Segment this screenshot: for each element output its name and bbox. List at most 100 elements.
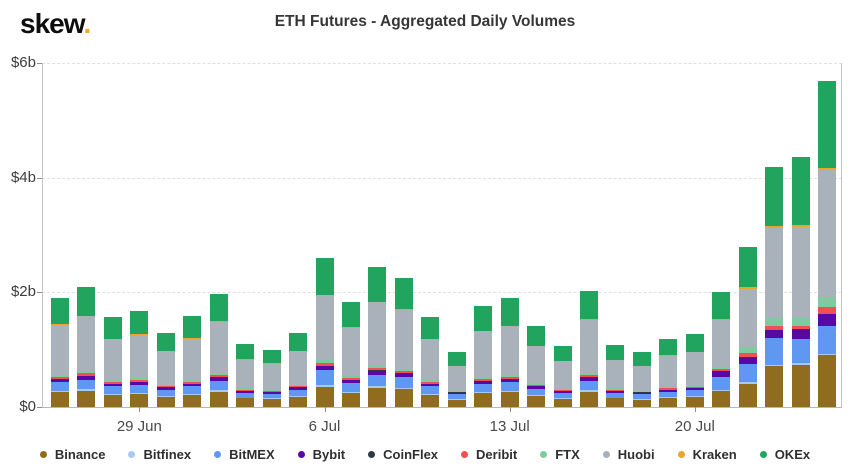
legend-item-bybit[interactable]: Bybit — [297, 447, 345, 462]
bar-17-jul[interactable] — [606, 345, 625, 407]
bar-15-jul[interactable] — [553, 345, 572, 407]
legend-item-okex[interactable]: OKEx — [759, 447, 810, 462]
bar-segment-binance — [791, 364, 810, 407]
legend-item-ftx[interactable]: FTX — [540, 447, 580, 462]
legend-dot-bitfinex — [128, 451, 136, 458]
bar-segment-bitfinex — [394, 387, 413, 390]
bar-3-jul[interactable] — [236, 344, 255, 407]
bar-segment-ftx — [632, 390, 651, 392]
bar-segment-deribit — [659, 388, 678, 390]
bar-segment-binance — [289, 396, 308, 407]
bar-24-jul[interactable] — [791, 157, 810, 407]
bar-segment-kraken — [712, 319, 731, 320]
legend-dot-okex — [759, 451, 767, 458]
bar-segment-bitfinex — [341, 391, 360, 393]
bar-segment-deribit — [209, 374, 228, 378]
bar-segment-deribit — [51, 377, 69, 379]
bar-14-jul[interactable] — [527, 325, 546, 407]
bar-30-jun[interactable] — [156, 332, 175, 407]
bar-segment-okex — [553, 345, 572, 361]
bar-segment-deribit — [236, 389, 255, 391]
bar-segment-bitfinex — [606, 397, 625, 399]
bar-segment-binance — [447, 399, 466, 407]
bar-21-jul[interactable] — [712, 292, 731, 407]
legend-item-coinflex[interactable]: CoinFlex — [368, 447, 438, 462]
bar-12-jul[interactable] — [474, 306, 493, 407]
bar-segment-bybit — [209, 377, 228, 382]
bar-segment-bitfinex — [156, 395, 175, 397]
bar-segment-bybit — [183, 384, 202, 387]
bar-segment-okex — [500, 298, 519, 326]
bar-20-jul[interactable] — [685, 334, 704, 407]
bar-segment-binance — [527, 396, 546, 407]
bar-28-jun[interactable] — [103, 317, 122, 407]
bar-segment-bitmex — [209, 381, 228, 391]
bar-segment-kraken — [421, 338, 440, 340]
bar-11-jul[interactable] — [447, 351, 466, 407]
bar-segment-bybit — [394, 373, 413, 378]
skew-logo[interactable]: skew. — [20, 8, 91, 40]
y-axis-label-0: $0 — [19, 398, 36, 415]
bar-segment-binance — [553, 398, 572, 407]
bar-26-jun[interactable] — [51, 297, 69, 407]
bar-segment-bybit — [315, 366, 334, 371]
legend-item-huobi[interactable]: Huobi — [602, 447, 655, 462]
bar-22-jul[interactable] — [738, 246, 757, 407]
bar-27-jun[interactable] — [77, 286, 96, 407]
bar-segment-bybit — [51, 379, 69, 383]
legend-item-bitmex[interactable]: BitMEX — [214, 447, 275, 462]
bar-segment-huobi — [421, 339, 440, 381]
bar-segment-ftx — [765, 318, 784, 327]
bar-segment-ftx — [527, 383, 546, 385]
bar-segment-bitmex — [236, 392, 255, 398]
bar-23-jul[interactable] — [765, 166, 784, 407]
bar-segment-bitmex — [315, 370, 334, 386]
bar-segment-ftx — [685, 385, 704, 387]
bar-7-jul[interactable] — [341, 301, 360, 407]
bar-segment-okex — [818, 81, 837, 168]
bar-segment-kraken — [315, 294, 334, 296]
bar-segment-bybit — [103, 384, 122, 387]
legend-item-kraken[interactable]: Kraken — [677, 447, 737, 462]
y-axis-tick — [37, 63, 42, 64]
bar-5-jul[interactable] — [289, 332, 308, 407]
skew-logo-dot: . — [83, 8, 91, 39]
legend-item-binance[interactable]: Binance — [39, 447, 105, 462]
bar-9-jul[interactable] — [394, 277, 413, 407]
bar-6-jul[interactable] — [315, 258, 334, 407]
bar-segment-okex — [738, 246, 757, 287]
bar-19-jul[interactable] — [659, 338, 678, 407]
bar-4-jul[interactable] — [262, 349, 281, 407]
bar-segment-bitfinex — [500, 390, 519, 393]
bar-segment-huobi — [659, 355, 678, 388]
bar-29-jun[interactable] — [130, 310, 149, 407]
legend-item-bitfinex[interactable]: Bitfinex — [128, 447, 191, 462]
bar-segment-bitmex — [368, 374, 387, 387]
bar-segment-bitmex — [130, 385, 149, 393]
bar-8-jul[interactable] — [368, 266, 387, 407]
bar-segment-binance — [818, 354, 837, 407]
bar-segment-deribit — [500, 377, 519, 379]
bar-segment-ftx — [315, 360, 334, 363]
bar-segment-bitfinex — [765, 365, 784, 367]
bar-13-jul[interactable] — [500, 298, 519, 407]
bar-segment-okex — [262, 349, 281, 364]
bar-segment-deribit — [394, 370, 413, 374]
x-axis-tick — [139, 407, 141, 412]
bar-segment-okex — [130, 310, 149, 335]
bar-segment-bybit — [262, 392, 281, 394]
bar-segment-coinflex — [421, 383, 440, 385]
y-axis-tick — [37, 177, 42, 179]
bar-10-jul[interactable] — [421, 317, 440, 407]
bar-16-jul[interactable] — [580, 291, 598, 407]
bar-segment-bitmex — [765, 337, 784, 366]
bar-2-jul[interactable] — [209, 294, 228, 407]
bar-25-jul[interactable] — [818, 81, 837, 407]
bar-segment-ftx — [236, 388, 255, 390]
bar-1-jul[interactable] — [183, 316, 202, 407]
bar-segment-binance — [659, 397, 678, 407]
bar-segment-ftx — [447, 390, 466, 392]
bar-18-jul[interactable] — [632, 351, 651, 407]
legend-item-deribit[interactable]: Deribit — [461, 447, 517, 462]
chart-title: ETH Futures - Aggregated Daily Volumes — [274, 13, 576, 30]
